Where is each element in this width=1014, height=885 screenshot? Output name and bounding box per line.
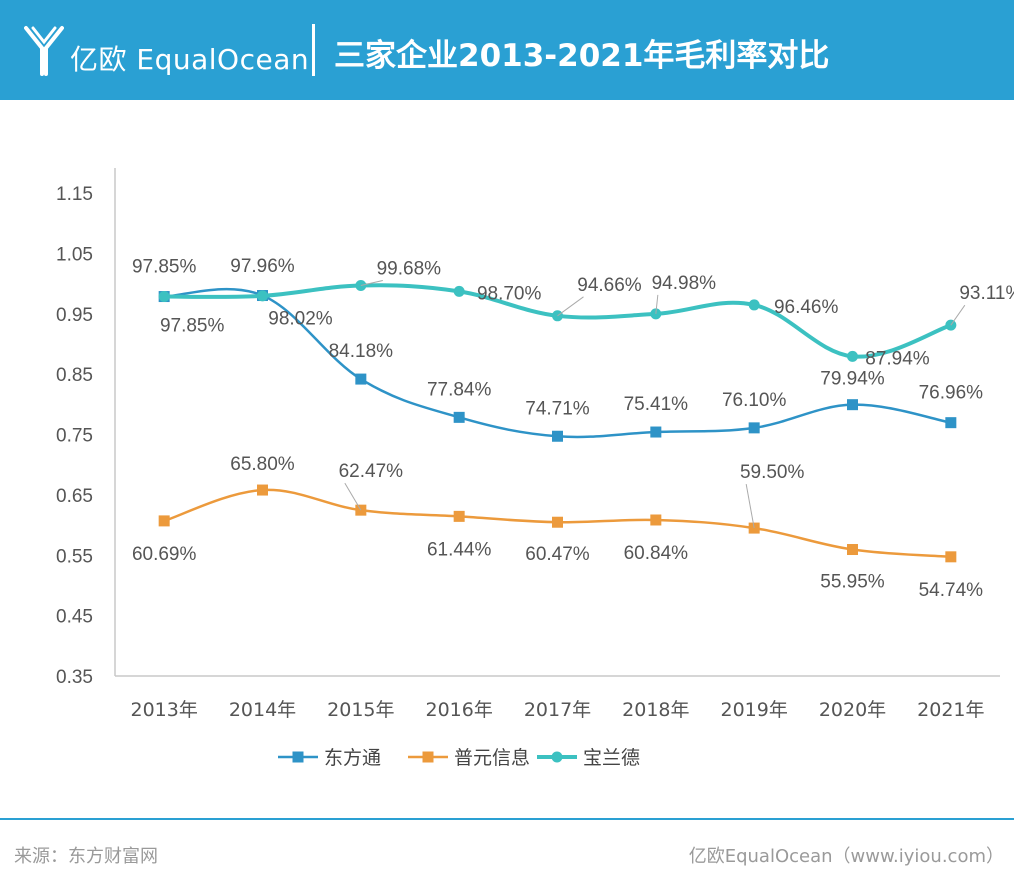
x-tick-label: 2021年 xyxy=(917,699,984,721)
y-tick-label: 0.35 xyxy=(56,667,93,688)
legend-marker-3 xyxy=(551,751,563,763)
data-label: 97.96% xyxy=(230,256,295,277)
data-point-1 xyxy=(945,417,957,429)
data-label: 97.85% xyxy=(160,316,225,337)
data-label: 99.68% xyxy=(377,258,442,279)
data-label: 94.66% xyxy=(577,275,642,296)
data-point-2 xyxy=(945,551,957,563)
brand-logo-text: 亿欧 EqualOcean xyxy=(70,43,310,76)
data-point-3 xyxy=(847,350,858,362)
data-label: 61.44% xyxy=(427,539,492,560)
footer-divider xyxy=(0,818,1014,820)
data-label: 55.95% xyxy=(820,572,885,593)
legend-marker-2 xyxy=(422,751,434,763)
data-label: 98.02% xyxy=(268,309,333,330)
y-tick-label: 0.45 xyxy=(56,607,93,628)
data-point-3 xyxy=(158,291,170,303)
legend-label: 普元信息 xyxy=(454,747,530,769)
equalocean-logo-icon xyxy=(24,26,64,76)
leader-line xyxy=(557,296,584,317)
data-point-1 xyxy=(552,430,563,442)
data-point-3 xyxy=(748,299,760,311)
x-tick-label: 2016年 xyxy=(425,699,492,721)
data-point-1 xyxy=(453,411,465,423)
data-label: 54.74% xyxy=(919,580,984,601)
data-label: 93.11% xyxy=(959,283,1014,304)
data-point-1 xyxy=(748,422,760,434)
y-tick-label: 1.15 xyxy=(56,184,93,205)
data-point-2 xyxy=(257,484,268,496)
leader-line xyxy=(950,304,966,326)
x-tick-label: 2018年 xyxy=(622,699,689,721)
header-banner: 亿欧 EqualOcean 三家企业2013-2021年毛利率对比 xyxy=(0,0,1014,100)
x-tick-label: 2014年 xyxy=(229,699,296,721)
data-point-2 xyxy=(847,544,858,556)
data-label: 60.47% xyxy=(525,544,590,565)
data-point-3 xyxy=(453,285,465,297)
data-label: 76.96% xyxy=(919,383,984,404)
data-point-2 xyxy=(650,514,662,526)
leader-line xyxy=(655,294,659,314)
data-point-1 xyxy=(847,399,858,411)
data-label: 75.41% xyxy=(624,394,689,415)
data-label: 79.94% xyxy=(820,369,885,390)
data-label: 76.10% xyxy=(722,390,787,411)
y-tick-label: 0.65 xyxy=(56,486,93,507)
data-label: 60.69% xyxy=(132,544,197,565)
data-label: 74.71% xyxy=(525,398,590,419)
header-divider xyxy=(312,24,315,76)
data-label: 96.46% xyxy=(774,297,839,318)
y-tick-label: 0.75 xyxy=(56,426,93,447)
x-tick-label: 2019年 xyxy=(720,699,787,721)
x-tick-label: 2020年 xyxy=(819,699,886,721)
legend-label: 宝兰德 xyxy=(583,747,640,769)
footer-brand: 亿欧EqualOcean（www.iyiou.com） xyxy=(688,846,1004,867)
y-tick-label: 0.85 xyxy=(56,365,93,386)
data-point-2 xyxy=(158,515,170,527)
data-label: 77.84% xyxy=(427,379,492,400)
data-label: 98.70% xyxy=(477,283,542,304)
data-label: 65.80% xyxy=(230,454,295,475)
data-label: 87.94% xyxy=(865,348,930,369)
data-label: 97.85% xyxy=(132,257,197,278)
data-point-3 xyxy=(257,290,268,302)
data-point-2 xyxy=(355,504,367,516)
leader-line xyxy=(745,483,755,529)
data-label: 60.84% xyxy=(624,543,689,564)
data-point-1 xyxy=(650,426,662,438)
y-tick-label: 1.05 xyxy=(56,244,93,265)
data-point-2 xyxy=(552,516,563,528)
page-title: 三家企业2013-2021年毛利率对比 xyxy=(334,38,830,74)
data-point-2 xyxy=(453,510,465,522)
data-label: 59.50% xyxy=(740,462,805,483)
data-point-1 xyxy=(355,373,367,385)
leader-line xyxy=(360,280,383,286)
x-tick-label: 2017年 xyxy=(524,699,591,721)
data-label: 62.47% xyxy=(339,461,404,482)
data-label: 84.18% xyxy=(329,341,394,362)
legend-marker-1 xyxy=(292,751,304,763)
y-tick-label: 0.95 xyxy=(56,305,93,326)
x-tick-label: 2013年 xyxy=(130,699,197,721)
data-label: 94.98% xyxy=(652,273,717,294)
y-tick-label: 0.55 xyxy=(56,546,93,567)
x-tick-label: 2015年 xyxy=(327,699,394,721)
source-note: 来源：东方财富网 xyxy=(14,846,158,867)
leader-line xyxy=(344,482,362,511)
legend-label: 东方通 xyxy=(324,747,381,769)
